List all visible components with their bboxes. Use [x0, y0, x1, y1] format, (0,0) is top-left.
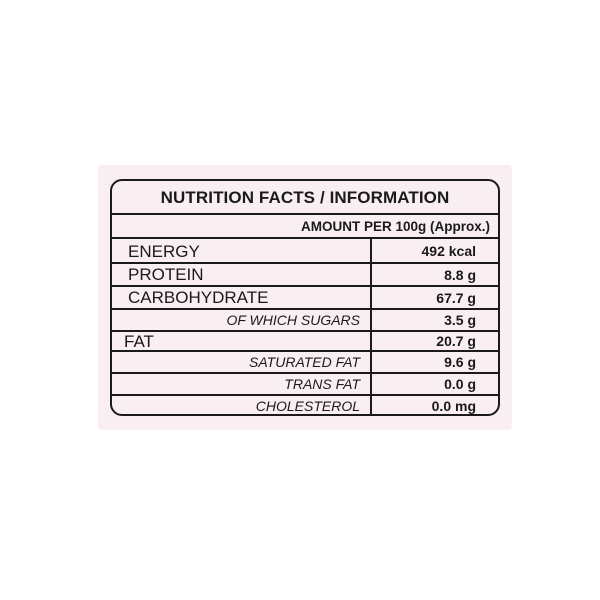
- row-label: CARBOHYDRATE: [112, 287, 372, 308]
- row-label: OF WHICH SUGARS: [112, 310, 372, 330]
- row-label: SATURATED FAT: [112, 352, 372, 372]
- table-row-energy: ENERGY 492 kcal: [112, 239, 498, 264]
- table-row-cholesterol: CHOLESTEROL 0.0 mg: [112, 396, 498, 414]
- row-label: ENERGY: [112, 239, 372, 262]
- table-row-carbohydrate: CARBOHYDRATE 67.7 g: [112, 287, 498, 310]
- amount-per-label: AMOUNT PER 100g (Approx.): [112, 215, 498, 239]
- row-label: TRANS FAT: [112, 374, 372, 394]
- row-label: CHOLESTEROL: [112, 396, 372, 414]
- table-row-trans-fat: TRANS FAT 0.0 g: [112, 374, 498, 396]
- table-title: NUTRITION FACTS / INFORMATION: [112, 181, 498, 215]
- label-background: [98, 165, 512, 430]
- row-label: PROTEIN: [112, 264, 372, 285]
- row-value: 3.5 g: [444, 312, 476, 328]
- table-row-saturated-fat: SATURATED FAT 9.6 g: [112, 352, 498, 374]
- row-value: 9.6 g: [444, 354, 476, 370]
- nutrition-table: NUTRITION FACTS / INFORMATION AMOUNT PER…: [110, 179, 500, 416]
- table-row-fat: FAT 20.7 g: [112, 332, 498, 352]
- row-value: 492 kcal: [421, 243, 477, 259]
- row-label: FAT: [112, 332, 372, 350]
- row-value: 8.8 g: [444, 267, 476, 283]
- row-value: 20.7 g: [436, 333, 476, 349]
- table-row-protein: PROTEIN 8.8 g: [112, 264, 498, 287]
- row-value: 67.7 g: [436, 290, 476, 306]
- table-row-sugars: OF WHICH SUGARS 3.5 g: [112, 310, 498, 332]
- row-value: 0.0 g: [444, 376, 476, 392]
- row-value: 0.0 mg: [431, 398, 476, 414]
